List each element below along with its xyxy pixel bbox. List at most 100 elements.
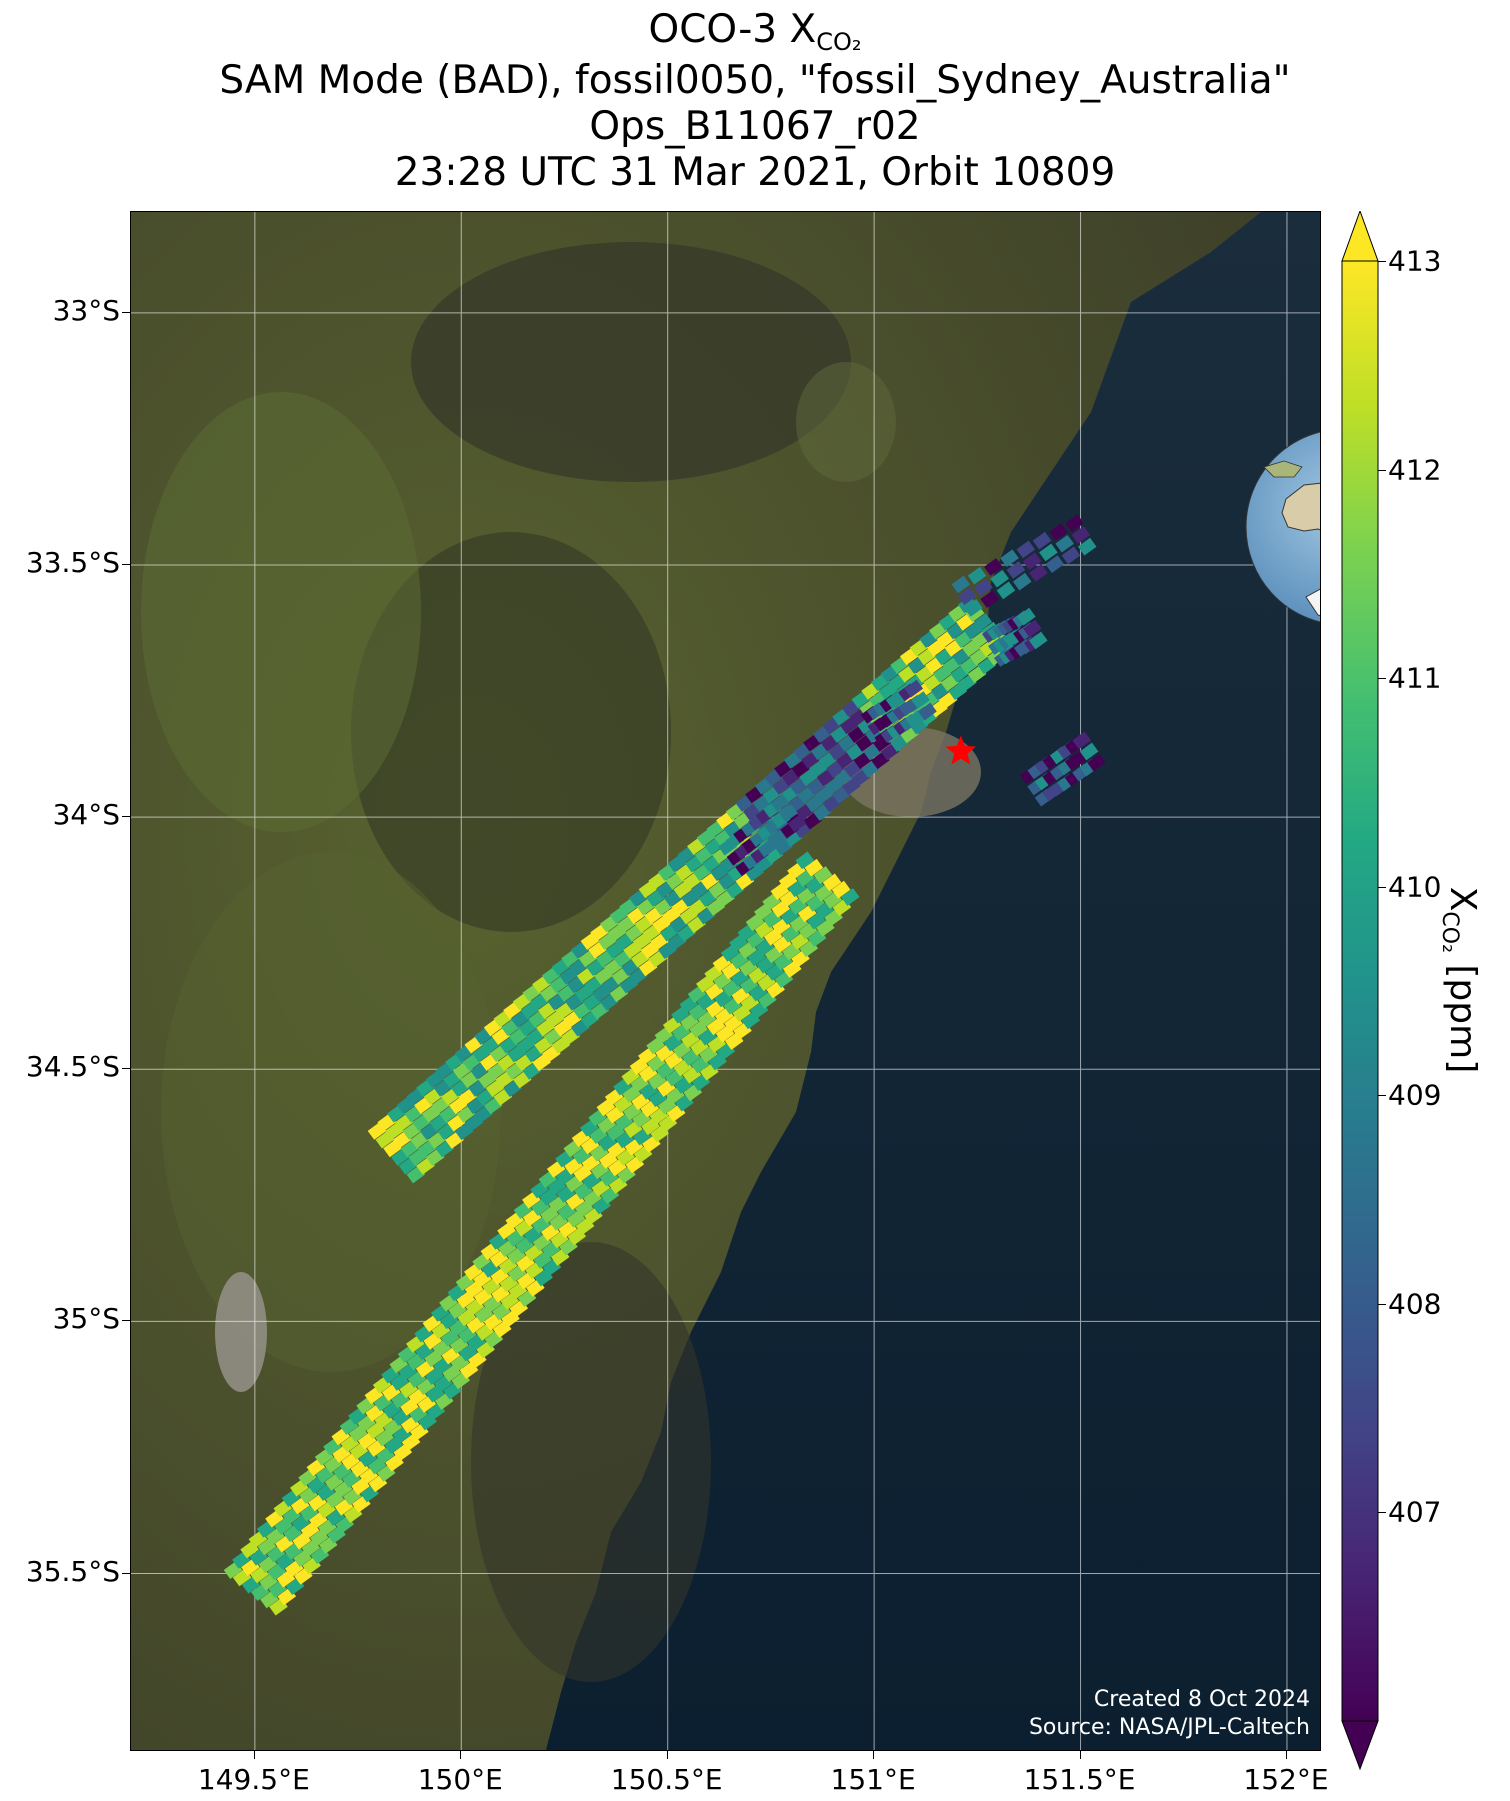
xco2-footprint [1055,534,1074,553]
x-tick-label: 149.5°E [197,1763,310,1796]
x-tick-mark [873,1751,875,1759]
colorbar-extend-min [1341,1720,1379,1771]
created-date: Created 8 Oct 2024 [1093,1687,1310,1712]
xco2-footprint [1028,631,1048,650]
xco2-footprint [1072,731,1092,750]
y-tick-label: 35°S [52,1302,120,1336]
x-tick-label: 152°E [1243,1763,1329,1796]
xco2-footprint [1079,742,1099,761]
xco2-footprint [813,866,833,884]
xco2-footprint [1071,526,1091,544]
colorbar-tick-label: 412 [1388,453,1442,487]
xco2-footprint [958,595,977,614]
xco2-footprint [984,558,1003,576]
target-marker [945,735,976,765]
xco2-footprint [787,814,807,833]
xco2-footprint [1087,753,1106,772]
x-tick-mark [460,1751,462,1759]
xco2-footprint [1012,572,1032,591]
y-tick-label: 34°S [52,798,120,832]
colorbar-extend-max [1341,211,1379,262]
y-tick-label: 33.5°S [25,545,120,579]
xco2-footprint [951,575,971,594]
xco2-footprint [957,587,977,606]
y-tick-mark [122,311,130,313]
colorbar-tick-label: 410 [1388,870,1442,904]
xco2-footprint [1023,619,1042,638]
colorbar-tick-mark [1378,261,1386,262]
colorbar [1341,211,1379,1771]
x-tick-label: 151°E [830,1763,916,1796]
chart-title-line-3: Ops_B11067_r02 [589,104,921,149]
colorbar-tick-mark [1378,1512,1386,1514]
x-tick-label: 150°E [417,1763,503,1796]
y-tick-label: 34.5°S [25,1050,120,1084]
colorbar-tick-label: 413 [1388,244,1442,278]
y-tick-label: 35.5°S [25,1554,120,1588]
xco2-footprint [1017,607,1036,626]
x-tick-mark [1079,1751,1081,1759]
xco2-footprint [967,566,987,585]
xco2-footprint [904,679,924,698]
xco2-footprint [1077,537,1097,556]
xco2-footprint [1029,564,1048,582]
chart-title-line-1: OCO-3 XCO₂ [648,7,862,57]
source-credit: Source: NASA/JPL-Caltech [1028,1715,1310,1740]
xco2-footprint [911,691,930,709]
xco2-footprint [1016,540,1036,559]
xco2-footprint [840,888,860,906]
chart-title-line-4: 23:28 UTC 31 Mar 2021, Orbit 10809 [394,150,1116,195]
map-canvas [131,212,1320,1750]
xco2-footprint [1049,523,1068,541]
xco2-footprint [795,851,815,870]
x-tick-label: 150.5°E [610,1763,723,1796]
y-tick-mark [122,816,130,818]
x-tick-mark [666,1751,668,1759]
colorbar-tick-mark [1378,886,1386,888]
colorbar-tick-label: 409 [1388,1078,1442,1112]
xco2-footprint [1032,531,1052,550]
xco2-footprint [804,858,824,877]
colorbar-body [1341,260,1379,1722]
xco2-footprint [918,702,937,721]
x-tick-mark [253,1751,255,1759]
colorbar-tick-mark [1378,469,1386,471]
xco2-footprint [1065,514,1084,533]
x-tick-mark [1285,1751,1287,1759]
inset-globe [1245,431,1320,623]
credits-text: Created 8 Oct 2024 Source: NASA/JPL-Calt… [1029,1686,1310,1742]
colorbar-tick-label: 408 [1388,1287,1442,1321]
x-tick-label: 151.5°E [1023,1763,1136,1796]
xco2-footprint [831,880,851,899]
xco2-footprint [1045,555,1065,574]
y-tick-mark [122,1572,130,1574]
australia-shape [1281,482,1320,532]
xco2-footprint [980,590,1000,609]
y-tick-mark [122,563,130,565]
xco2-footprint [990,569,1009,588]
xco2-footprint [1022,552,1042,571]
xco2-footprint [779,804,798,823]
colorbar-tick-mark [1378,678,1386,680]
y-tick-mark [122,1068,130,1070]
colorbar-tick-label: 411 [1388,661,1442,695]
colorbar-tick-mark [1378,1095,1386,1097]
xco2-footprint [996,581,1016,600]
colorbar-title: XCO₂ [ppm] [1436,886,1484,1074]
xco2-footprint [822,873,842,892]
xco2-footprint [974,578,993,597]
chart-title-line-2: SAM Mode (BAD), fossil0050, "fossil_Sydn… [219,58,1291,103]
xco2-swath-layer [223,514,1106,1616]
map-panel[interactable]: Created 8 Oct 2024 Source: NASA/JPL-Calt… [130,211,1321,1751]
xco2-footprint [1061,546,1081,565]
colorbar-tick-label: 407 [1388,1495,1442,1529]
y-tick-label: 33°S [52,293,120,327]
antarctica-shape [1305,588,1320,617]
xco2-footprint [973,613,993,631]
xco2-footprint [964,599,983,617]
xco2-footprint [770,794,790,812]
y-tick-mark [122,1320,130,1322]
star-icon [945,735,976,765]
colorbar-tick-mark [1378,1303,1386,1305]
xco2-footprint [1000,549,1019,568]
